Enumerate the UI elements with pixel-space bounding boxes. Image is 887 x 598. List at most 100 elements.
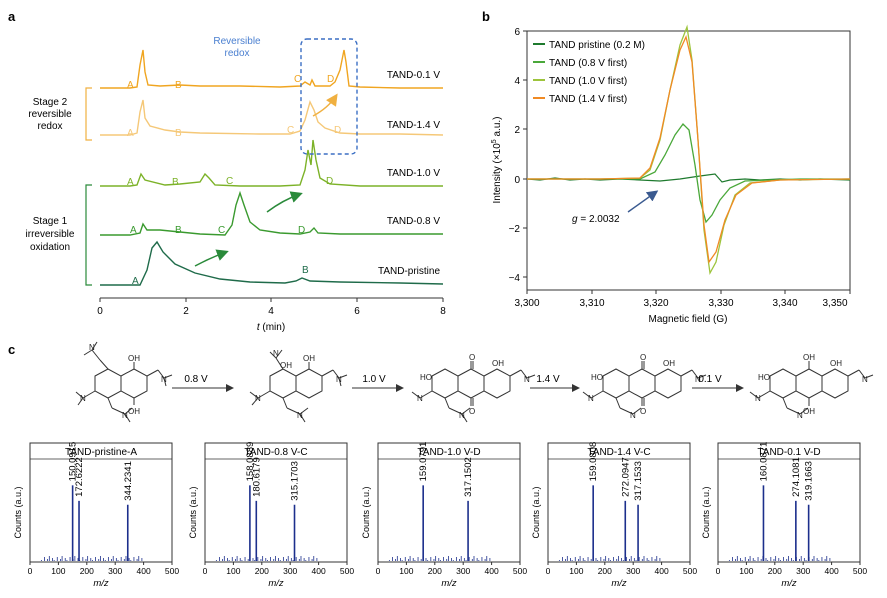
x-tick-label: 8 (440, 306, 446, 317)
ms-frame (547, 442, 691, 563)
y-tick-label: 6 (514, 27, 520, 38)
peak-label: B (172, 177, 179, 188)
ms-peak-label: 159.0808 (588, 442, 599, 482)
atom-n: N (122, 411, 128, 420)
peak-label: B (175, 80, 182, 91)
atom-oh: OH (303, 354, 315, 363)
ms-x-tick-label: 200 (768, 566, 782, 576)
ms-title: TAND-1.4 V-C (587, 447, 650, 458)
atom-n: N (417, 394, 423, 403)
ms-x-tick-label: 300 (796, 566, 810, 576)
atom-ho: HO (758, 373, 770, 382)
ms-x-tick-label: 400 (655, 566, 669, 576)
ms-x-tick-label: 500 (683, 566, 697, 576)
peak-label: D (334, 125, 341, 136)
peak-label: D (326, 176, 333, 187)
ms-x-axis-title: m/z (611, 578, 627, 589)
ms-x-tick-label: 200 (598, 566, 612, 576)
ms-title: TAND-0.1 V-D (757, 447, 820, 458)
peak-label: C (226, 176, 233, 187)
mass-spectra: TAND-pristine-A Counts (a.u.) 0 100 200 300 40… (13, 442, 867, 589)
ms-x-tick-label: 300 (626, 566, 640, 576)
atom-oh: OH (803, 353, 815, 362)
molecule-pristine (75, 341, 173, 423)
atom-labels: N OH OH N N N OH OH N N N N O O HO OH N … (80, 343, 868, 420)
ms-x-tick-label: 0 (546, 566, 551, 576)
ms-x-tick-label: 200 (255, 566, 269, 576)
ms-x-tick-label: 0 (28, 566, 33, 576)
ms-peak-label: 317.1533 (633, 461, 644, 501)
x-tick-label: 4 (268, 306, 274, 317)
atom-n: N (459, 411, 465, 420)
ms-x-tick-label: 500 (340, 566, 354, 576)
ms-x-tick-label: 400 (312, 566, 326, 576)
ms-x-tick-label: 500 (513, 566, 527, 576)
ms-x-tick-label: 100 (739, 566, 753, 576)
atom-n: N (862, 375, 868, 384)
atom-n: N (797, 411, 803, 420)
y-axis-title: Intensity (×105 a.u.) (491, 116, 503, 203)
trace-label: TAND-pristine (378, 266, 440, 277)
ms-x-tick-label: 200 (80, 566, 94, 576)
ms-peak-label: 319.1663 (804, 461, 815, 501)
transition-arrow (266, 191, 303, 213)
x-tick-label: 0 (97, 306, 103, 317)
stage1-label: oxidation (30, 242, 70, 253)
step-label: 0.8 V (184, 374, 208, 385)
atom-n: N (89, 343, 95, 352)
g-value-arrow (627, 190, 659, 213)
ms-peak-label: 159.0791 (418, 442, 429, 482)
trace-tand-1.0v (100, 139, 443, 187)
atom-o: O (640, 407, 646, 416)
x-tick-label: 3,340 (772, 298, 797, 309)
ms-peak-label: 150.0915 (68, 442, 79, 482)
y-tick-labels: 6 4 2 0 −2 −4 (509, 27, 521, 284)
trace-tand-0.1v (100, 49, 443, 89)
legend-label: TAND (0.8 V first) (549, 58, 627, 69)
molecule-0.1v (749, 361, 874, 415)
stage1-label: Stage 1 (33, 216, 68, 227)
atom-ho: HO (420, 373, 432, 382)
peak-label: B (175, 225, 182, 236)
annotation-text: redox (224, 48, 249, 59)
ms-y-axis-title: Counts (a.u.) (188, 486, 198, 538)
peak-label: B (175, 128, 182, 139)
x-tick-label: 3,350 (822, 298, 847, 309)
atom-n: N (80, 394, 86, 403)
panel-label-a: a (8, 9, 16, 24)
ms-y-axis-title: Counts (a.u.) (13, 486, 23, 538)
stage2-label: reversible (28, 109, 72, 120)
ms-x-axis-title: m/z (93, 578, 109, 589)
ms-peak-label: 274.1081 (791, 457, 802, 497)
atom-n: N (630, 411, 636, 420)
x-tick-label: 3,320 (643, 298, 668, 309)
trace-tand-0.8v (100, 190, 443, 236)
trace-tand-pristine (100, 240, 444, 286)
atom-n: N (524, 375, 530, 384)
epr-legend: TAND pristine (0.2 M) TAND (0.8 V first)… (533, 40, 645, 105)
ms-frame (29, 442, 173, 563)
ms-x-tick-label: 400 (825, 566, 839, 576)
legend-label: TAND pristine (0.2 M) (549, 40, 645, 51)
ms-x-tick-label: 500 (165, 566, 179, 576)
peak-label: C (218, 225, 225, 236)
x-tick-label: 2 (183, 306, 189, 317)
trace-label: TAND-0.1 V (387, 70, 440, 81)
y-tick-label: −2 (509, 224, 521, 235)
epr-plot-frame (526, 30, 851, 291)
atom-o: O (469, 407, 475, 416)
atom-n: N (161, 375, 167, 384)
atom-n: N (755, 394, 761, 403)
ms-frame (717, 442, 861, 563)
ms-x-tick-label: 0 (376, 566, 381, 576)
ms-peak-label: 317.1502 (463, 457, 474, 497)
ms-peak-label: 272.0947 (620, 457, 631, 497)
peak-label: A (127, 128, 134, 139)
ms-y-axis-title: Counts (a.u.) (701, 486, 711, 538)
peak-label: D (327, 74, 334, 85)
molecule-1.0v (411, 361, 536, 423)
atom-n: N (695, 375, 701, 384)
molecule-row (75, 341, 874, 423)
peak-label: C (287, 125, 294, 136)
